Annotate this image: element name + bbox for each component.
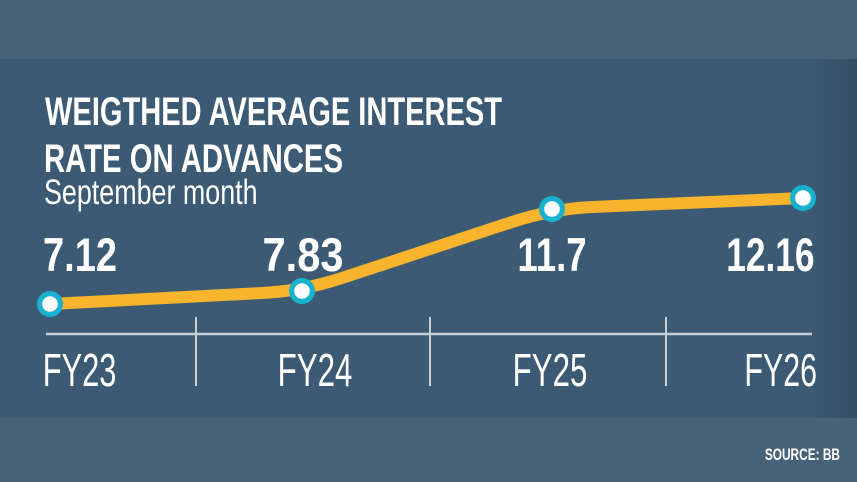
svg-text:September month: September month: [44, 173, 258, 212]
svg-text:SOURCE: BB: SOURCE: BB: [765, 446, 840, 464]
svg-text:RATE ON ADVANCES: RATE ON ADVANCES: [44, 137, 343, 181]
svg-text:12.16: 12.16: [726, 228, 814, 281]
svg-text:FY24: FY24: [278, 345, 353, 396]
svg-text:11.7: 11.7: [517, 229, 586, 281]
svg-text:7.83: 7.83: [263, 230, 344, 282]
svg-text:FY25: FY25: [513, 345, 588, 396]
svg-text:FY26: FY26: [744, 346, 817, 397]
svg-text:FY23: FY23: [43, 346, 117, 397]
svg-text:WEIGTHED AVERAGE INTEREST: WEIGTHED AVERAGE INTEREST: [45, 90, 502, 135]
svg-text:7.12: 7.12: [43, 229, 117, 282]
